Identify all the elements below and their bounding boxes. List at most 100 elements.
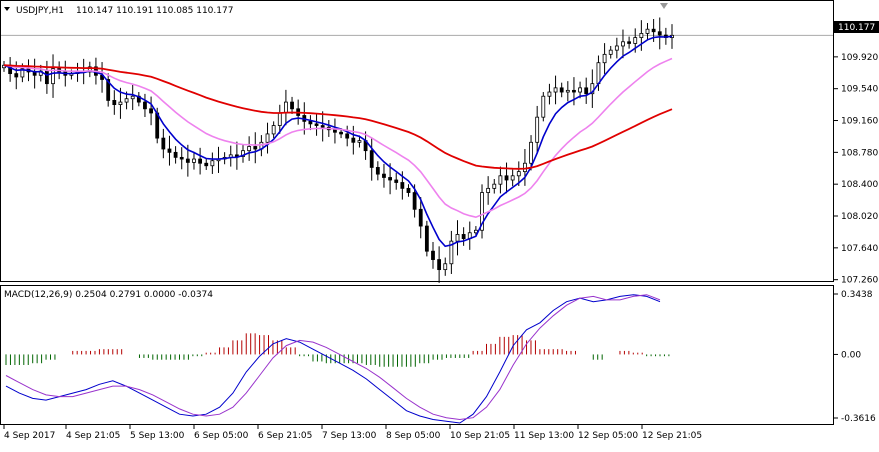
signal-line	[5, 294, 661, 421]
price-tick-label: 107.260	[841, 276, 878, 286]
candle-body	[523, 162, 527, 173]
candle-body	[241, 150, 245, 157]
candle-body	[418, 208, 423, 227]
candle-body	[529, 141, 533, 164]
candle-body	[633, 37, 638, 44]
time-tick-label: 11 Sep 13:00	[514, 431, 574, 441]
candle-body	[290, 101, 294, 110]
macd-tick-label: 0.3438	[841, 290, 873, 300]
candle-body	[645, 28, 650, 34]
candle-body	[112, 100, 117, 106]
macd-header-label: MACD(12,26,9) 0.2504 0.2791 0.0000 -0.03…	[4, 290, 213, 300]
candle-body	[498, 175, 503, 185]
candle-body	[149, 108, 153, 114]
candle-body	[265, 133, 270, 143]
macd-panel-frame	[0, 285, 834, 425]
candle-body	[559, 87, 564, 93]
time-tick-label: 12 Sep 05:00	[578, 431, 638, 441]
candle-body	[143, 101, 147, 110]
candle-body	[351, 137, 356, 143]
price-tick-label: 108.400	[841, 180, 878, 190]
candle-body	[394, 179, 399, 183]
candle-body	[277, 112, 282, 126]
ohlc-label: 110.147 110.191 110.085 110.177	[76, 6, 233, 16]
macd-layer	[5, 294, 670, 424]
candle-body	[253, 146, 258, 150]
macd-tick-label: 0.00	[841, 350, 861, 360]
candle-body	[284, 101, 288, 114]
price-tick-label: 109.920	[841, 53, 878, 63]
candle-body	[124, 98, 129, 103]
candle-body	[210, 160, 215, 167]
candle-body	[345, 133, 350, 139]
price-tick-label: 107.640	[841, 244, 878, 254]
candle-body	[400, 182, 405, 189]
candle-body	[179, 156, 184, 160]
candle-body	[541, 95, 546, 118]
candle-body	[455, 234, 460, 242]
candle-body	[639, 33, 644, 38]
candle-body	[118, 101, 123, 106]
triangle-down-icon[interactable]	[4, 7, 10, 11]
candle-body	[437, 259, 442, 271]
candle-body	[657, 31, 662, 36]
candle-body	[565, 89, 570, 93]
price-tick-label: 109.160	[841, 117, 878, 127]
candle-body	[382, 173, 386, 178]
candle-body	[87, 66, 92, 73]
candle-body	[375, 167, 380, 175]
candle-body	[185, 158, 190, 163]
candle-body	[621, 41, 625, 47]
candle-body	[504, 175, 509, 181]
price-axis: 110.300109.920109.540109.160108.780108.4…	[834, 21, 878, 286]
macd-tick-label: -0.3616	[841, 414, 876, 424]
candle-body	[369, 150, 374, 168]
time-tick-label: 4 Sep 2017	[4, 431, 55, 441]
ma-slow-line	[3, 64, 673, 170]
candle-body	[130, 95, 135, 100]
symbol-label: USDJPY,H1	[16, 6, 64, 16]
candle-body	[388, 177, 392, 181]
ma-mid-line	[3, 57, 673, 219]
price-tag-box	[834, 21, 879, 33]
price-tag: 110.177	[838, 23, 875, 33]
candle-body	[492, 183, 497, 189]
candle-body	[572, 89, 576, 93]
time-tick-label: 10 Sep 21:05	[450, 431, 510, 441]
time-tick-label: 12 Sep 21:05	[642, 431, 702, 441]
time-tick-label: 6 Sep 21:05	[258, 431, 312, 441]
candle-body	[614, 45, 619, 51]
candle-body	[14, 73, 19, 78]
candle-body	[553, 87, 558, 93]
candle-body	[161, 137, 166, 150]
candle-body	[192, 158, 196, 163]
candle-body	[198, 158, 203, 164]
candle-body	[106, 79, 111, 101]
candle-body	[443, 263, 448, 271]
price-tick-label: 108.020	[841, 212, 878, 222]
candle-body	[449, 240, 454, 265]
candle-body	[20, 68, 25, 78]
candle-body	[578, 87, 582, 93]
candle-body	[357, 140, 362, 143]
shift-marker-icon	[660, 3, 668, 9]
candle-body	[406, 187, 411, 193]
candle-body	[320, 125, 325, 128]
macd-line	[5, 294, 661, 424]
time-tick-label: 8 Sep 05:00	[386, 431, 441, 441]
candle-body	[247, 146, 252, 152]
candle-body	[510, 175, 515, 181]
price-tick-label: 108.780	[841, 148, 878, 158]
candle-body	[608, 49, 613, 55]
candle-body	[584, 87, 589, 95]
candle-body	[204, 162, 209, 167]
candle-body	[314, 123, 319, 126]
macd-axis: 0.3438 0.00 -0.3616	[834, 290, 876, 424]
candle-body	[602, 53, 607, 64]
candle-body	[480, 192, 484, 231]
candle-body	[547, 91, 552, 97]
price-tick-label: 109.540	[841, 85, 878, 95]
time-tick-label: 5 Sep 13:00	[130, 431, 185, 441]
